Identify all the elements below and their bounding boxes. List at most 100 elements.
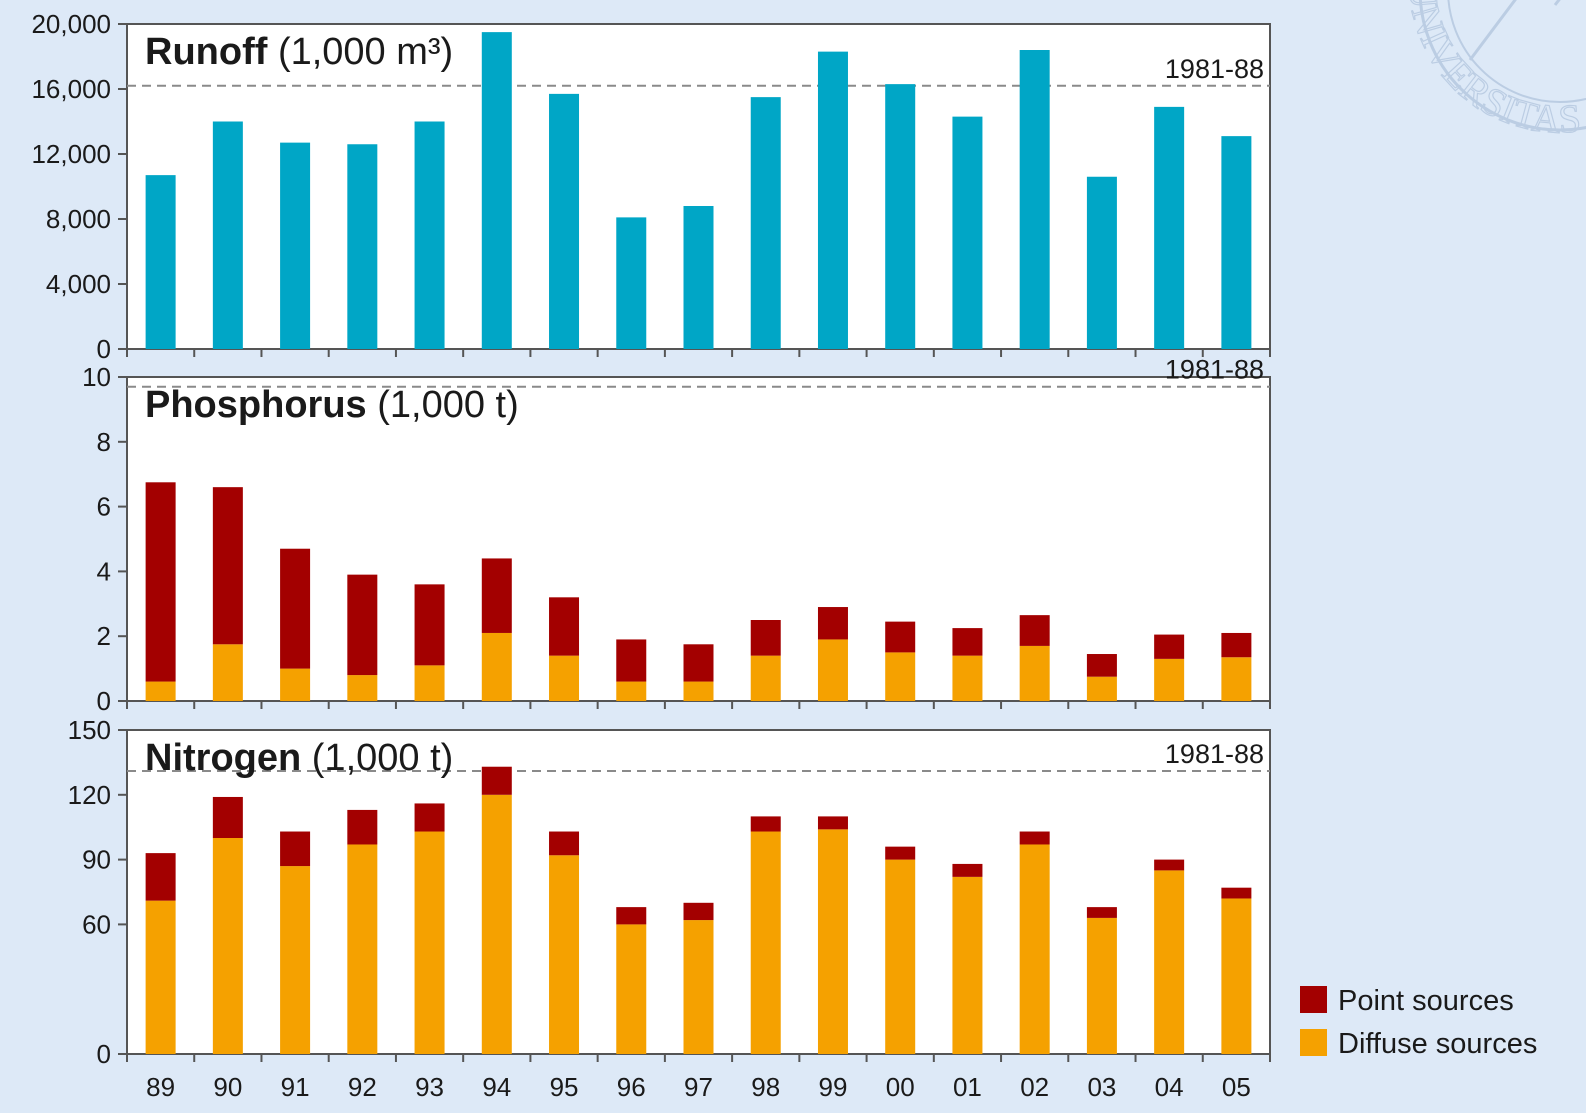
y-tick-label: 120 <box>68 780 111 810</box>
bar <box>1019 50 1050 349</box>
reference-line-label: 1981-88 <box>1165 355 1264 385</box>
y-tick-label: 8 <box>97 427 111 457</box>
bar-diffuse-sources <box>280 668 311 701</box>
bar <box>817 51 848 349</box>
x-tick-label: 92 <box>348 1072 377 1102</box>
bar <box>481 32 512 349</box>
x-tick-label: 01 <box>953 1072 982 1102</box>
seal-watermark-icon: UNIVERSITAS <box>1399 0 1586 143</box>
bar-point-sources <box>1154 859 1185 871</box>
bar-point-sources <box>212 796 243 838</box>
bar-diffuse-sources <box>750 655 781 701</box>
bar-diffuse-sources <box>952 876 983 1054</box>
bar <box>145 175 176 349</box>
bar-point-sources <box>212 487 243 645</box>
bar-diffuse-sources <box>212 838 243 1054</box>
bar <box>1221 136 1252 349</box>
bar <box>616 217 647 349</box>
bar <box>952 116 983 349</box>
y-tick-label: 0 <box>97 334 111 364</box>
bar-point-sources <box>414 803 445 832</box>
bar-diffuse-sources <box>683 920 714 1054</box>
y-tick-label: 0 <box>97 1039 111 1069</box>
bar-point-sources <box>683 902 714 921</box>
bar-point-sources <box>616 639 647 682</box>
panel-title: Runoff (1,000 m³) <box>145 31 453 73</box>
panel-title: Nitrogen (1,000 t) <box>145 737 453 779</box>
bar-point-sources <box>616 907 647 925</box>
x-tick-label: 96 <box>617 1072 646 1102</box>
bar <box>683 206 714 349</box>
bar <box>212 121 243 349</box>
bar-point-sources <box>145 853 176 901</box>
bar-diffuse-sources <box>1154 870 1185 1054</box>
y-tick-label: 90 <box>82 845 111 875</box>
y-tick-label: 8,000 <box>46 204 111 234</box>
bar-point-sources <box>1221 632 1252 658</box>
bar-diffuse-sources <box>1086 676 1117 701</box>
x-tick-label: 02 <box>1020 1072 1049 1102</box>
bar-diffuse-sources <box>750 831 781 1054</box>
y-tick-label: 12,000 <box>31 139 111 169</box>
bar-diffuse-sources <box>280 866 311 1054</box>
x-tick-label: 95 <box>550 1072 579 1102</box>
bar-point-sources <box>952 628 983 656</box>
bar-point-sources <box>414 584 445 666</box>
bar-point-sources <box>1019 615 1050 646</box>
y-tick-label: 4 <box>97 556 111 586</box>
bar-diffuse-sources <box>817 639 848 701</box>
bar-point-sources <box>280 831 311 867</box>
bar-diffuse-sources <box>952 655 983 701</box>
legend-label: Point sources <box>1338 985 1514 1017</box>
bar-diffuse-sources <box>347 844 378 1054</box>
y-tick-label: 4,000 <box>46 269 111 299</box>
bar-diffuse-sources <box>145 681 176 701</box>
legend-swatch <box>1300 986 1327 1013</box>
bar-point-sources <box>885 621 916 653</box>
panel-title: Phosphorus (1,000 t) <box>145 384 519 426</box>
bar-point-sources <box>1086 907 1117 918</box>
bar-diffuse-sources <box>1019 844 1050 1054</box>
bar-diffuse-sources <box>885 652 916 701</box>
bar-point-sources <box>481 558 512 633</box>
bar-point-sources <box>952 863 983 877</box>
legend-swatch <box>1300 1029 1327 1056</box>
bar-point-sources <box>481 766 512 795</box>
y-tick-label: 60 <box>82 909 111 939</box>
bar-point-sources <box>549 597 580 656</box>
bar-diffuse-sources <box>414 665 445 701</box>
bar-diffuse-sources <box>817 829 848 1054</box>
bar-diffuse-sources <box>1221 657 1252 701</box>
bar-point-sources <box>280 548 311 669</box>
bar-diffuse-sources <box>683 681 714 701</box>
bar-diffuse-sources <box>549 855 580 1054</box>
bar-point-sources <box>1154 634 1185 659</box>
bar-diffuse-sources <box>1154 658 1185 701</box>
bar-point-sources <box>549 831 580 856</box>
bar-point-sources <box>750 816 781 832</box>
bar <box>549 93 580 349</box>
x-tick-label: 05 <box>1222 1072 1251 1102</box>
legend: Point sources Diffuse sources <box>1300 985 1537 1060</box>
bar <box>750 97 781 349</box>
bar-diffuse-sources <box>481 632 512 701</box>
y-tick-label: 16,000 <box>31 74 111 104</box>
y-tick-label: 0 <box>97 686 111 716</box>
bar-diffuse-sources <box>414 831 445 1054</box>
bar-point-sources <box>817 607 848 640</box>
panel-1: 1981-88 0 2 4 6 8 10 Phosphorus (1,000 t) <box>82 355 1271 716</box>
bar <box>1154 106 1185 349</box>
x-tick-label: 90 <box>213 1072 242 1102</box>
bar <box>885 84 916 349</box>
bar-diffuse-sources <box>145 900 176 1054</box>
panel-0: 1981-88 0 4,000 8,000 12,000 16,000 20,000 Runo… <box>31 9 1271 364</box>
x-tick-label: 03 <box>1087 1072 1116 1102</box>
bar-point-sources <box>347 574 378 676</box>
y-tick-label: 6 <box>97 492 111 522</box>
bar-diffuse-sources <box>616 681 647 701</box>
y-tick-label: 150 <box>68 715 111 745</box>
bar-point-sources <box>817 816 848 830</box>
bar-point-sources <box>750 620 781 656</box>
y-tick-label: 20,000 <box>31 9 111 39</box>
